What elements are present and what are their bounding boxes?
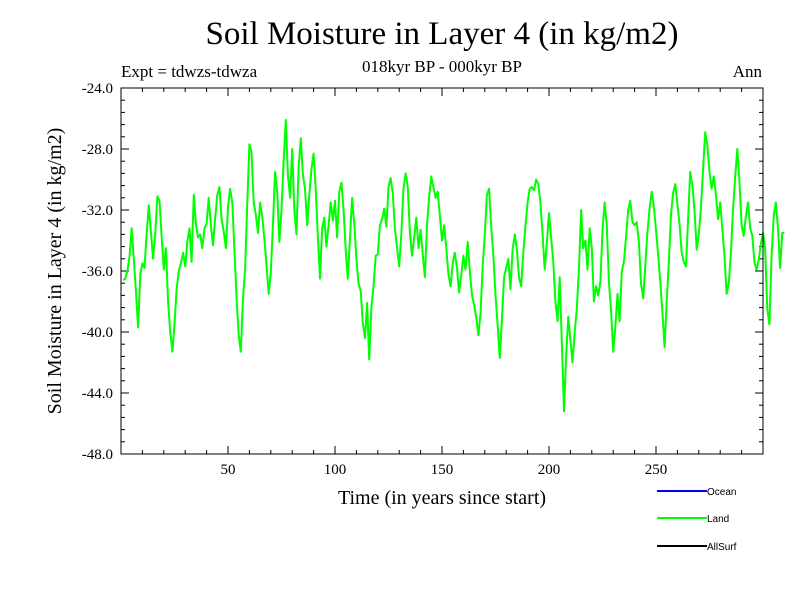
y-tick-label: -24.0 [82, 81, 113, 97]
legend-label-ocean: Ocean [707, 487, 736, 498]
y-tick-label: -40.0 [82, 325, 113, 341]
y-axis-label: Soil Moisture in Layer 4 (in kg/m2) [44, 128, 66, 415]
series-line-land [122, 119, 785, 413]
chart-title: Soil Moisture in Layer 4 (in kg/m2) [205, 16, 679, 52]
legend: Ocean Land AllSurf [657, 487, 737, 553]
y-tick-label: -44.0 [82, 386, 113, 402]
axis-ticks [121, 88, 763, 454]
y-tick-label: -36.0 [82, 264, 113, 280]
x-tick-label: 200 [538, 462, 561, 478]
y-tick-label: -32.0 [82, 203, 113, 219]
experiment-label: Expt = tdwzs-tdwza [121, 62, 258, 81]
chart-subtitle: 018kyr BP - 000kyr BP [362, 57, 522, 76]
legend-label-allsurf: AllSurf [707, 542, 737, 553]
x-tick-label: 100 [324, 462, 347, 478]
x-tick-label: 150 [431, 462, 454, 478]
season-label: Ann [732, 62, 762, 81]
series-layer [122, 119, 785, 413]
axis-tick-labels: 50 100 150 200 250 -24.0 -28.0 -32.0 -36.0 -40.0 -… [82, 81, 668, 478]
x-tick-label: 250 [645, 462, 668, 478]
x-axis-label: Time (in years since start) [338, 487, 546, 509]
y-tick-label: -28.0 [82, 142, 113, 158]
y-tick-label: -48.0 [82, 447, 113, 463]
legend-label-land: Land [707, 514, 729, 525]
x-tick-label: 50 [221, 462, 236, 478]
plot-frame [120, 87, 764, 455]
